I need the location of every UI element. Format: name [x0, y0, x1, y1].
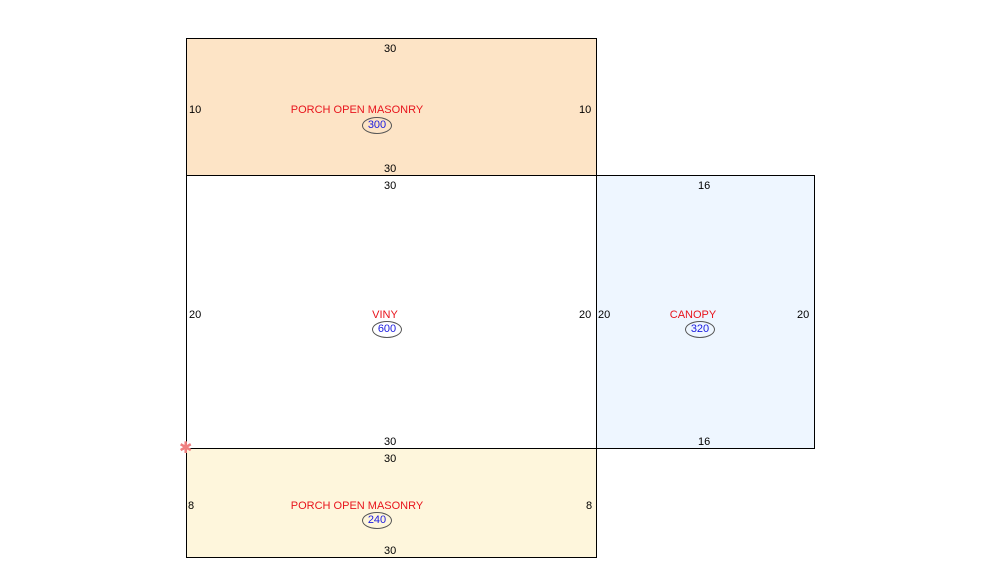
porch-top-dim-left: 10: [189, 104, 202, 116]
main-dim-bottom: 30: [384, 436, 397, 448]
porch-bottom-dim-top: 30: [384, 453, 397, 465]
porch-top-dim-bottom: 30: [384, 163, 397, 175]
canopy-label: CANOPY: [669, 309, 717, 321]
main-dim-left: 20: [189, 309, 202, 321]
canopy-dim-top: 16: [698, 180, 711, 192]
porch-bottom-sqft: 240: [362, 512, 392, 529]
porch-top-dim-top: 30: [384, 43, 397, 55]
area-porch-top[interactable]: [186, 38, 597, 176]
main-dim-right: 20: [579, 309, 592, 321]
canopy-dim-left: 20: [598, 309, 611, 321]
porch-bottom-dim-left: 8: [188, 500, 195, 512]
area-porch-bottom[interactable]: [186, 448, 597, 558]
porch-top-sqft: 300: [362, 117, 392, 134]
porch-top-label: PORCH OPEN MASONRY: [290, 104, 424, 116]
porch-bottom-dim-right: 8: [586, 500, 593, 512]
main-sqft: 600: [372, 321, 402, 338]
canopy-dim-bottom: 16: [698, 436, 711, 448]
canopy-sqft: 320: [685, 321, 715, 338]
asterisk-icon[interactable]: ✱: [179, 440, 193, 457]
porch-top-dim-right: 10: [579, 104, 592, 116]
canopy-dim-right: 20: [797, 309, 810, 321]
main-dim-top: 30: [384, 180, 397, 192]
area-main-viny[interactable]: [186, 175, 597, 449]
porch-bottom-label: PORCH OPEN MASONRY: [290, 500, 424, 512]
porch-bottom-dim-bottom: 30: [384, 545, 397, 557]
area-canopy[interactable]: [596, 175, 815, 449]
main-label: VINY: [372, 309, 398, 321]
